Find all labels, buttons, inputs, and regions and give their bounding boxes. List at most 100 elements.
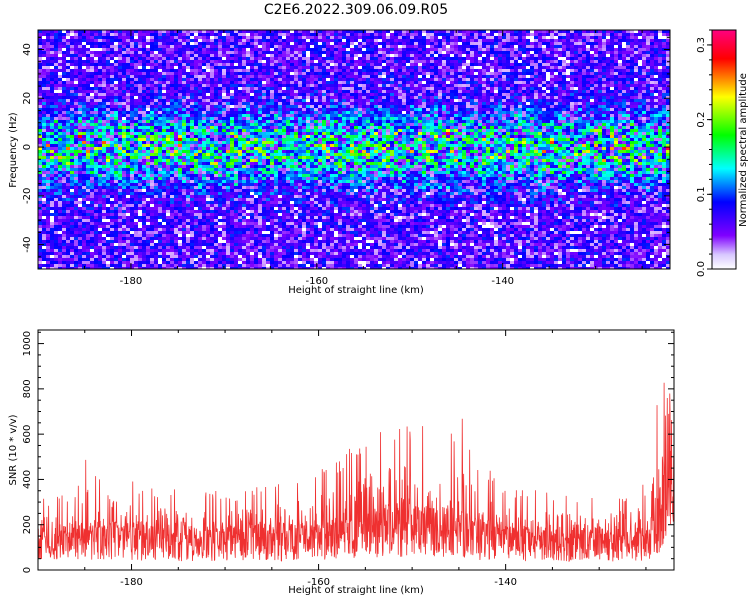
heatmap-cell: [378, 30, 382, 33]
heatmap-cell: [270, 114, 274, 117]
heatmap-cell: [162, 66, 166, 69]
heatmap-cell: [138, 57, 142, 60]
heatmap-cell: [190, 87, 194, 90]
heatmap-cell: [258, 78, 262, 81]
heatmap-cell: [414, 99, 418, 102]
heatmap-cell: [122, 93, 126, 96]
heatmap-cell: [534, 33, 538, 36]
heatmap-cell: [550, 30, 554, 33]
heatmap-cell: [78, 99, 82, 102]
heatmap-cell: [338, 111, 342, 114]
heatmap-cell: [62, 102, 66, 105]
heatmap-cell: [522, 120, 526, 123]
heatmap-cell: [50, 75, 54, 78]
heatmap-cell: [98, 99, 102, 102]
heatmap-cell: [210, 81, 214, 84]
heatmap-cell: [246, 36, 250, 39]
heatmap-cell: [558, 33, 562, 36]
heatmap-cell: [450, 126, 454, 129]
heatmap-cell: [550, 42, 554, 45]
heatmap-cell: [418, 60, 422, 63]
heatmap-cell: [562, 81, 566, 84]
heatmap-cell: [458, 105, 462, 108]
heatmap-cell: [318, 51, 322, 54]
heatmap-cell: [50, 108, 54, 111]
heatmap-cell: [218, 69, 222, 72]
heatmap-cell: [154, 39, 158, 42]
heatmap-cell: [442, 111, 446, 114]
heatmap-cell: [558, 48, 562, 51]
heatmap-cell: [110, 66, 114, 69]
heatmap-cell: [250, 123, 254, 126]
heatmap-cell: [198, 99, 202, 102]
heatmap-cell: [554, 78, 558, 81]
heatmap-cell: [534, 51, 538, 54]
heatmap-cell: [70, 72, 74, 75]
heatmap-cell: [174, 81, 178, 84]
heatmap-cell: [414, 81, 418, 84]
heatmap-cell: [106, 117, 110, 120]
heatmap-cell: [658, 72, 662, 75]
heatmap-cell: [110, 117, 114, 120]
heatmap-cell: [94, 66, 98, 69]
heatmap-cell: [174, 117, 178, 120]
heatmap-cell: [162, 57, 166, 60]
heatmap-cell: [614, 36, 618, 39]
heatmap-cell: [186, 45, 190, 48]
heatmap-cell: [502, 114, 506, 117]
heatmap-cell: [38, 63, 42, 66]
heatmap-cell: [466, 45, 470, 48]
heatmap-cell: [478, 81, 482, 84]
heatmap-cell: [614, 63, 618, 66]
heatmap-cell: [286, 81, 290, 84]
heatmap-cell: [406, 102, 410, 105]
heatmap-cell: [658, 48, 662, 51]
heatmap-cell: [278, 111, 282, 114]
heatmap-cell: [82, 63, 86, 66]
heatmap-cell: [162, 69, 166, 72]
heatmap-cell: [550, 120, 554, 123]
heatmap-cell: [546, 60, 550, 63]
heatmap-cell: [474, 48, 478, 51]
heatmap-cell: [578, 63, 582, 66]
heatmap-cell: [190, 48, 194, 51]
heatmap-cell: [150, 42, 154, 45]
heatmap-cell: [222, 81, 226, 84]
heatmap-cell: [662, 42, 666, 45]
heatmap-cell: [510, 99, 514, 102]
heatmap-cell: [118, 102, 122, 105]
heatmap-cell: [470, 99, 474, 102]
heatmap-cell: [274, 84, 278, 87]
heatmap-cell: [410, 42, 414, 45]
heatmap-cell: [414, 72, 418, 75]
heatmap-cell: [410, 105, 414, 108]
heatmap-cell: [174, 111, 178, 114]
heatmap-cell: [194, 102, 198, 105]
heatmap-cell: [170, 111, 174, 114]
heatmap-cell: [562, 63, 566, 66]
heatmap-cell: [326, 90, 330, 93]
heatmap-cell: [130, 33, 134, 36]
heatmap-cell: [250, 57, 254, 60]
heatmap-cell: [90, 54, 94, 57]
heatmap-cell: [490, 63, 494, 66]
heatmap-cell: [450, 75, 454, 78]
heatmap-cell: [158, 42, 162, 45]
heatmap-cell: [254, 33, 258, 36]
heatmap-cell: [434, 93, 438, 96]
heatmap-cell: [526, 108, 530, 111]
heatmap-cell: [566, 30, 570, 33]
heatmap-cell: [146, 39, 150, 42]
heatmap-cell: [446, 60, 450, 63]
heatmap-cell: [618, 102, 622, 105]
heatmap-cell: [162, 78, 166, 81]
heatmap-cell: [502, 36, 506, 39]
heatmap-cell: [198, 123, 202, 126]
heatmap-cell: [362, 45, 366, 48]
heatmap-cell: [622, 120, 626, 123]
heatmap-cell: [54, 60, 58, 63]
heatmap-cell: [510, 75, 514, 78]
heatmap-cell: [102, 93, 106, 96]
heatmap-cell: [614, 75, 618, 78]
heatmap-cell: [558, 99, 562, 102]
